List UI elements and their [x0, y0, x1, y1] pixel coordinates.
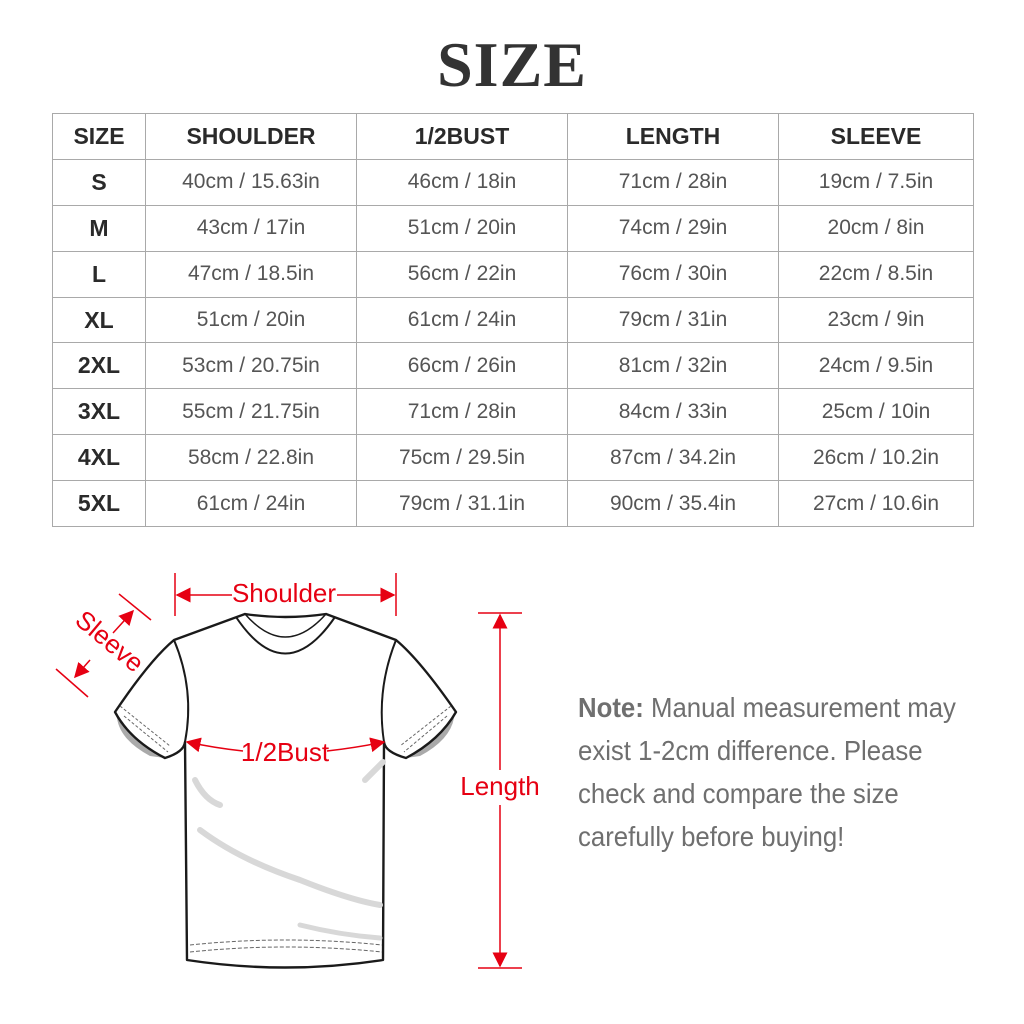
- measurement-cell: 74cm / 29in: [567, 204, 779, 252]
- measurement-cell: 43cm / 17in: [145, 204, 357, 252]
- measurement-cell: 79cm / 31in: [567, 296, 779, 344]
- size-cell: 5XL: [52, 480, 146, 528]
- table-row: S 40cm / 15.63in 46cm / 18in 71cm / 28in 19c…: [52, 158, 974, 206]
- measurement-cell: 58cm / 22.8in: [145, 434, 357, 482]
- measurement-cell: 90cm / 35.4in: [567, 480, 779, 528]
- note-text: Manual measurement may exist 1-2cm diffe…: [578, 692, 956, 852]
- shoulder-label: Shoulder: [232, 578, 336, 608]
- measurement-cell: 51cm / 20in: [356, 204, 568, 252]
- measurement-cell: 27cm / 10.6in: [778, 480, 974, 528]
- measurement-cell: 19cm / 7.5in: [778, 158, 974, 206]
- measurement-cell: 71cm / 28in: [567, 158, 779, 206]
- note: Note: Manual measurement may exist 1-2cm…: [578, 686, 964, 858]
- size-cell: S: [52, 158, 146, 206]
- table-row: 3XL 55cm / 21.75in 71cm / 28in 84cm / 33in 2…: [52, 388, 974, 436]
- table-row: 4XL 58cm / 22.8in 75cm / 29.5in 87cm / 34.2…: [52, 434, 974, 482]
- measurement-cell: 46cm / 18in: [356, 158, 568, 206]
- header-size: SIZE: [52, 113, 146, 160]
- measurement-cell: 23cm / 9in: [778, 296, 974, 344]
- table-header-row: SIZE SHOULDER 1/2BUST LENGTH SLEEVE: [52, 113, 974, 160]
- tshirt-illustration: [113, 612, 458, 969]
- page-title: SIZE: [437, 29, 587, 100]
- measurement-cell: 79cm / 31.1in: [356, 480, 568, 528]
- measurement-cell: 87cm / 34.2in: [567, 434, 779, 482]
- measurement-cell: 20cm / 8in: [778, 204, 974, 252]
- measurement-cell: 40cm / 15.63in: [145, 158, 357, 206]
- measurement-cell: 76cm / 30in: [567, 250, 779, 298]
- header-bust: 1/2BUST: [356, 113, 568, 160]
- measurement-cell: 71cm / 28in: [356, 388, 568, 436]
- measure-lines: [55, 573, 522, 969]
- measurement-cell: 61cm / 24in: [145, 480, 357, 528]
- measurement-cell: 55cm / 21.75in: [145, 388, 357, 436]
- measurement-cell: 84cm / 33in: [567, 388, 779, 436]
- measurement-cell: 22cm / 8.5in: [778, 250, 974, 298]
- note-label: Note:: [578, 692, 644, 723]
- size-table: SIZE SHOULDER 1/2BUST LENGTH SLEEVE S 40c…: [52, 113, 974, 528]
- size-cell: 3XL: [52, 388, 146, 436]
- table-row: 5XL 61cm / 24in 79cm / 31.1in 90cm / 35.4in…: [52, 480, 974, 528]
- measurement-cell: 81cm / 32in: [567, 342, 779, 390]
- header-sleeve: SLEEVE: [778, 113, 974, 160]
- measurement-cell: 25cm / 10in: [778, 388, 974, 436]
- measurement-cell: 47cm / 18.5in: [145, 250, 357, 298]
- measurement-cell: 66cm / 26in: [356, 342, 568, 390]
- measurement-cell: 24cm / 9.5in: [778, 342, 974, 390]
- header-length: LENGTH: [567, 113, 779, 160]
- measurement-cell: 56cm / 22in: [356, 250, 568, 298]
- length-label: Length: [460, 771, 540, 801]
- size-cell: XL: [52, 296, 146, 344]
- table-row: M 43cm / 17in 51cm / 20in 74cm / 29in 20cm /…: [52, 204, 974, 252]
- measurement-cell: 75cm / 29.5in: [356, 434, 568, 482]
- sleeve-label: Sleeve: [70, 604, 150, 678]
- table-row: 2XL 53cm / 20.75in 66cm / 26in 81cm / 32in 2…: [52, 342, 974, 390]
- table-row: L 47cm / 18.5in 56cm / 22in 76cm / 30in 22cm…: [52, 250, 974, 298]
- bust-label: 1/2Bust: [241, 737, 330, 767]
